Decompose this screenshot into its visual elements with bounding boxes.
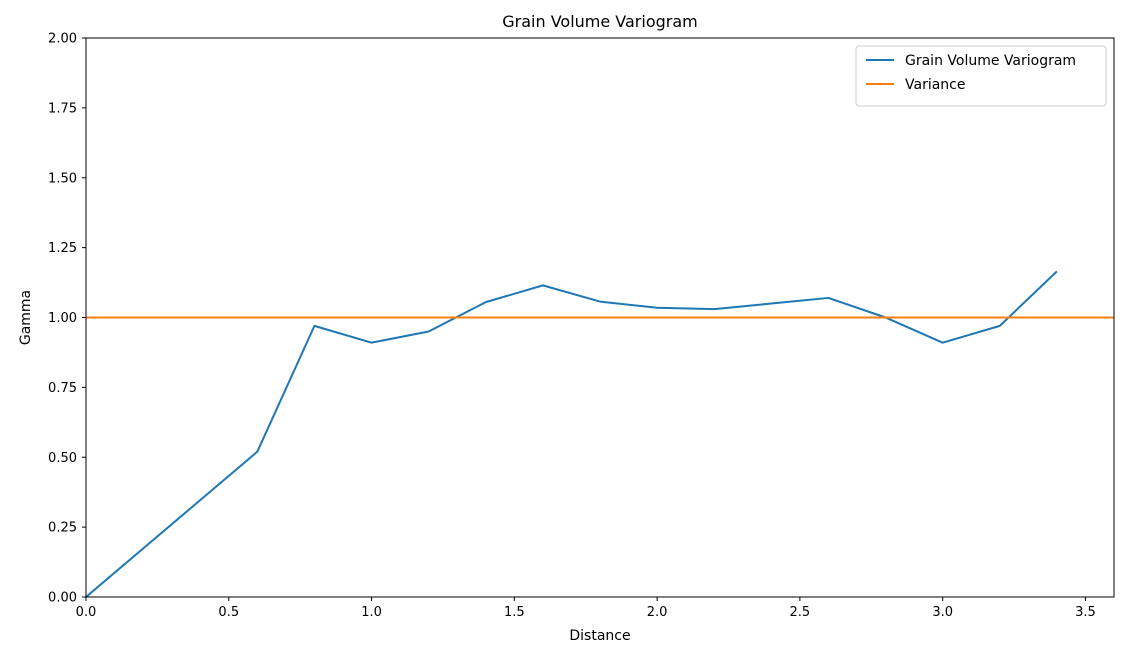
- axes: 0.0 0.5 1.0 1.5 2.0 2.5 3.0 3.5 0.00 0.25 0.50 0.75…: [48, 32, 1096, 621]
- chart-title: Grain Volume Variogram: [502, 12, 698, 31]
- y-tick-label: 0.75: [48, 381, 77, 396]
- y-tick-label: 0.50: [48, 451, 77, 466]
- plot-frame: [85, 37, 1115, 598]
- x-tick-label: 0.5: [218, 605, 239, 620]
- x-tick-label: 3.0: [932, 605, 953, 620]
- legend-box: [855, 45, 1107, 107]
- y-tick-label: 1.75: [48, 101, 77, 116]
- y-tick-label: 2.00: [48, 32, 77, 47]
- legend-label: Grain Volume Variogram: [905, 53, 1076, 69]
- y-tick-label: 0.25: [48, 521, 77, 536]
- x-tick-label: 3.5: [1075, 605, 1096, 620]
- series-line-grain-volume-variogram: [85, 270, 1058, 598]
- y-tick-label: 1.50: [48, 171, 77, 186]
- legend-label: Variance: [905, 77, 965, 93]
- x-tick-label: 2.0: [647, 605, 668, 620]
- series-lines: [85, 270, 1114, 598]
- y-tick-label: 1.00: [48, 311, 77, 326]
- y-axis-title: Gamma: [18, 290, 34, 345]
- y-tick-label: 1.25: [48, 241, 77, 256]
- legend: Grain Volume Variogram Variance: [855, 45, 1107, 107]
- x-tick-label: 1.0: [361, 605, 382, 620]
- x-axis-title: Distance: [569, 628, 630, 644]
- x-tick-label: 2.5: [790, 605, 811, 620]
- x-tick-label: 1.5: [504, 605, 525, 620]
- y-tick-label: 0.00: [48, 591, 77, 606]
- x-tick-label: 0.0: [76, 605, 97, 620]
